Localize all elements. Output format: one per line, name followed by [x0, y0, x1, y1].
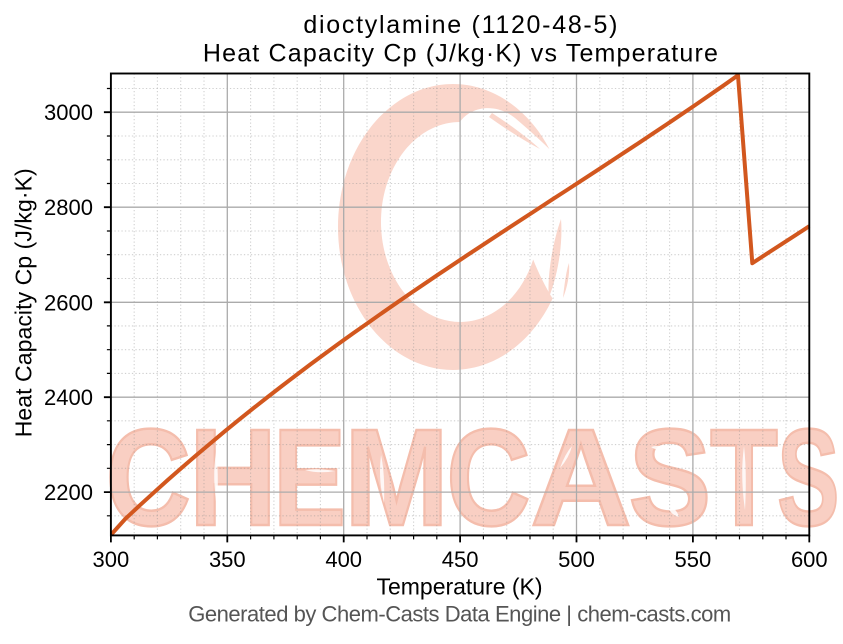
- svg-text:2600: 2600: [44, 290, 93, 315]
- svg-text:450: 450: [442, 547, 479, 572]
- svg-text:E: E: [273, 401, 346, 555]
- svg-text:Temperature (K): Temperature (K): [377, 574, 543, 600]
- svg-text:C: C: [446, 401, 531, 555]
- svg-text:dioctylamine (1120-48-5): dioctylamine (1120-48-5): [303, 11, 617, 39]
- svg-text:400: 400: [325, 547, 362, 572]
- svg-text:S: S: [628, 401, 711, 555]
- svg-text:3000: 3000: [44, 100, 93, 125]
- svg-text:600: 600: [791, 547, 828, 572]
- svg-text:2800: 2800: [44, 195, 93, 220]
- svg-text:A: A: [530, 401, 632, 555]
- svg-text:Generated by Chem-Casts Data E: Generated by Chem-Casts Data Engine | ch…: [188, 602, 731, 627]
- svg-text:350: 350: [209, 547, 246, 572]
- svg-text:M: M: [344, 401, 449, 555]
- svg-text:500: 500: [558, 547, 595, 572]
- svg-text:T: T: [710, 401, 778, 555]
- svg-text:2200: 2200: [44, 480, 93, 505]
- svg-text:550: 550: [675, 547, 712, 572]
- svg-text:S: S: [777, 401, 840, 555]
- svg-text:2400: 2400: [44, 385, 93, 410]
- svg-text:Heat Capacity Cp (J/kg·K): Heat Capacity Cp (J/kg·K): [11, 168, 37, 437]
- svg-text:Heat Capacity Cp (J/kg·K) vs T: Heat Capacity Cp (J/kg·K) vs Temperature: [203, 40, 718, 68]
- svg-text:300: 300: [93, 547, 130, 572]
